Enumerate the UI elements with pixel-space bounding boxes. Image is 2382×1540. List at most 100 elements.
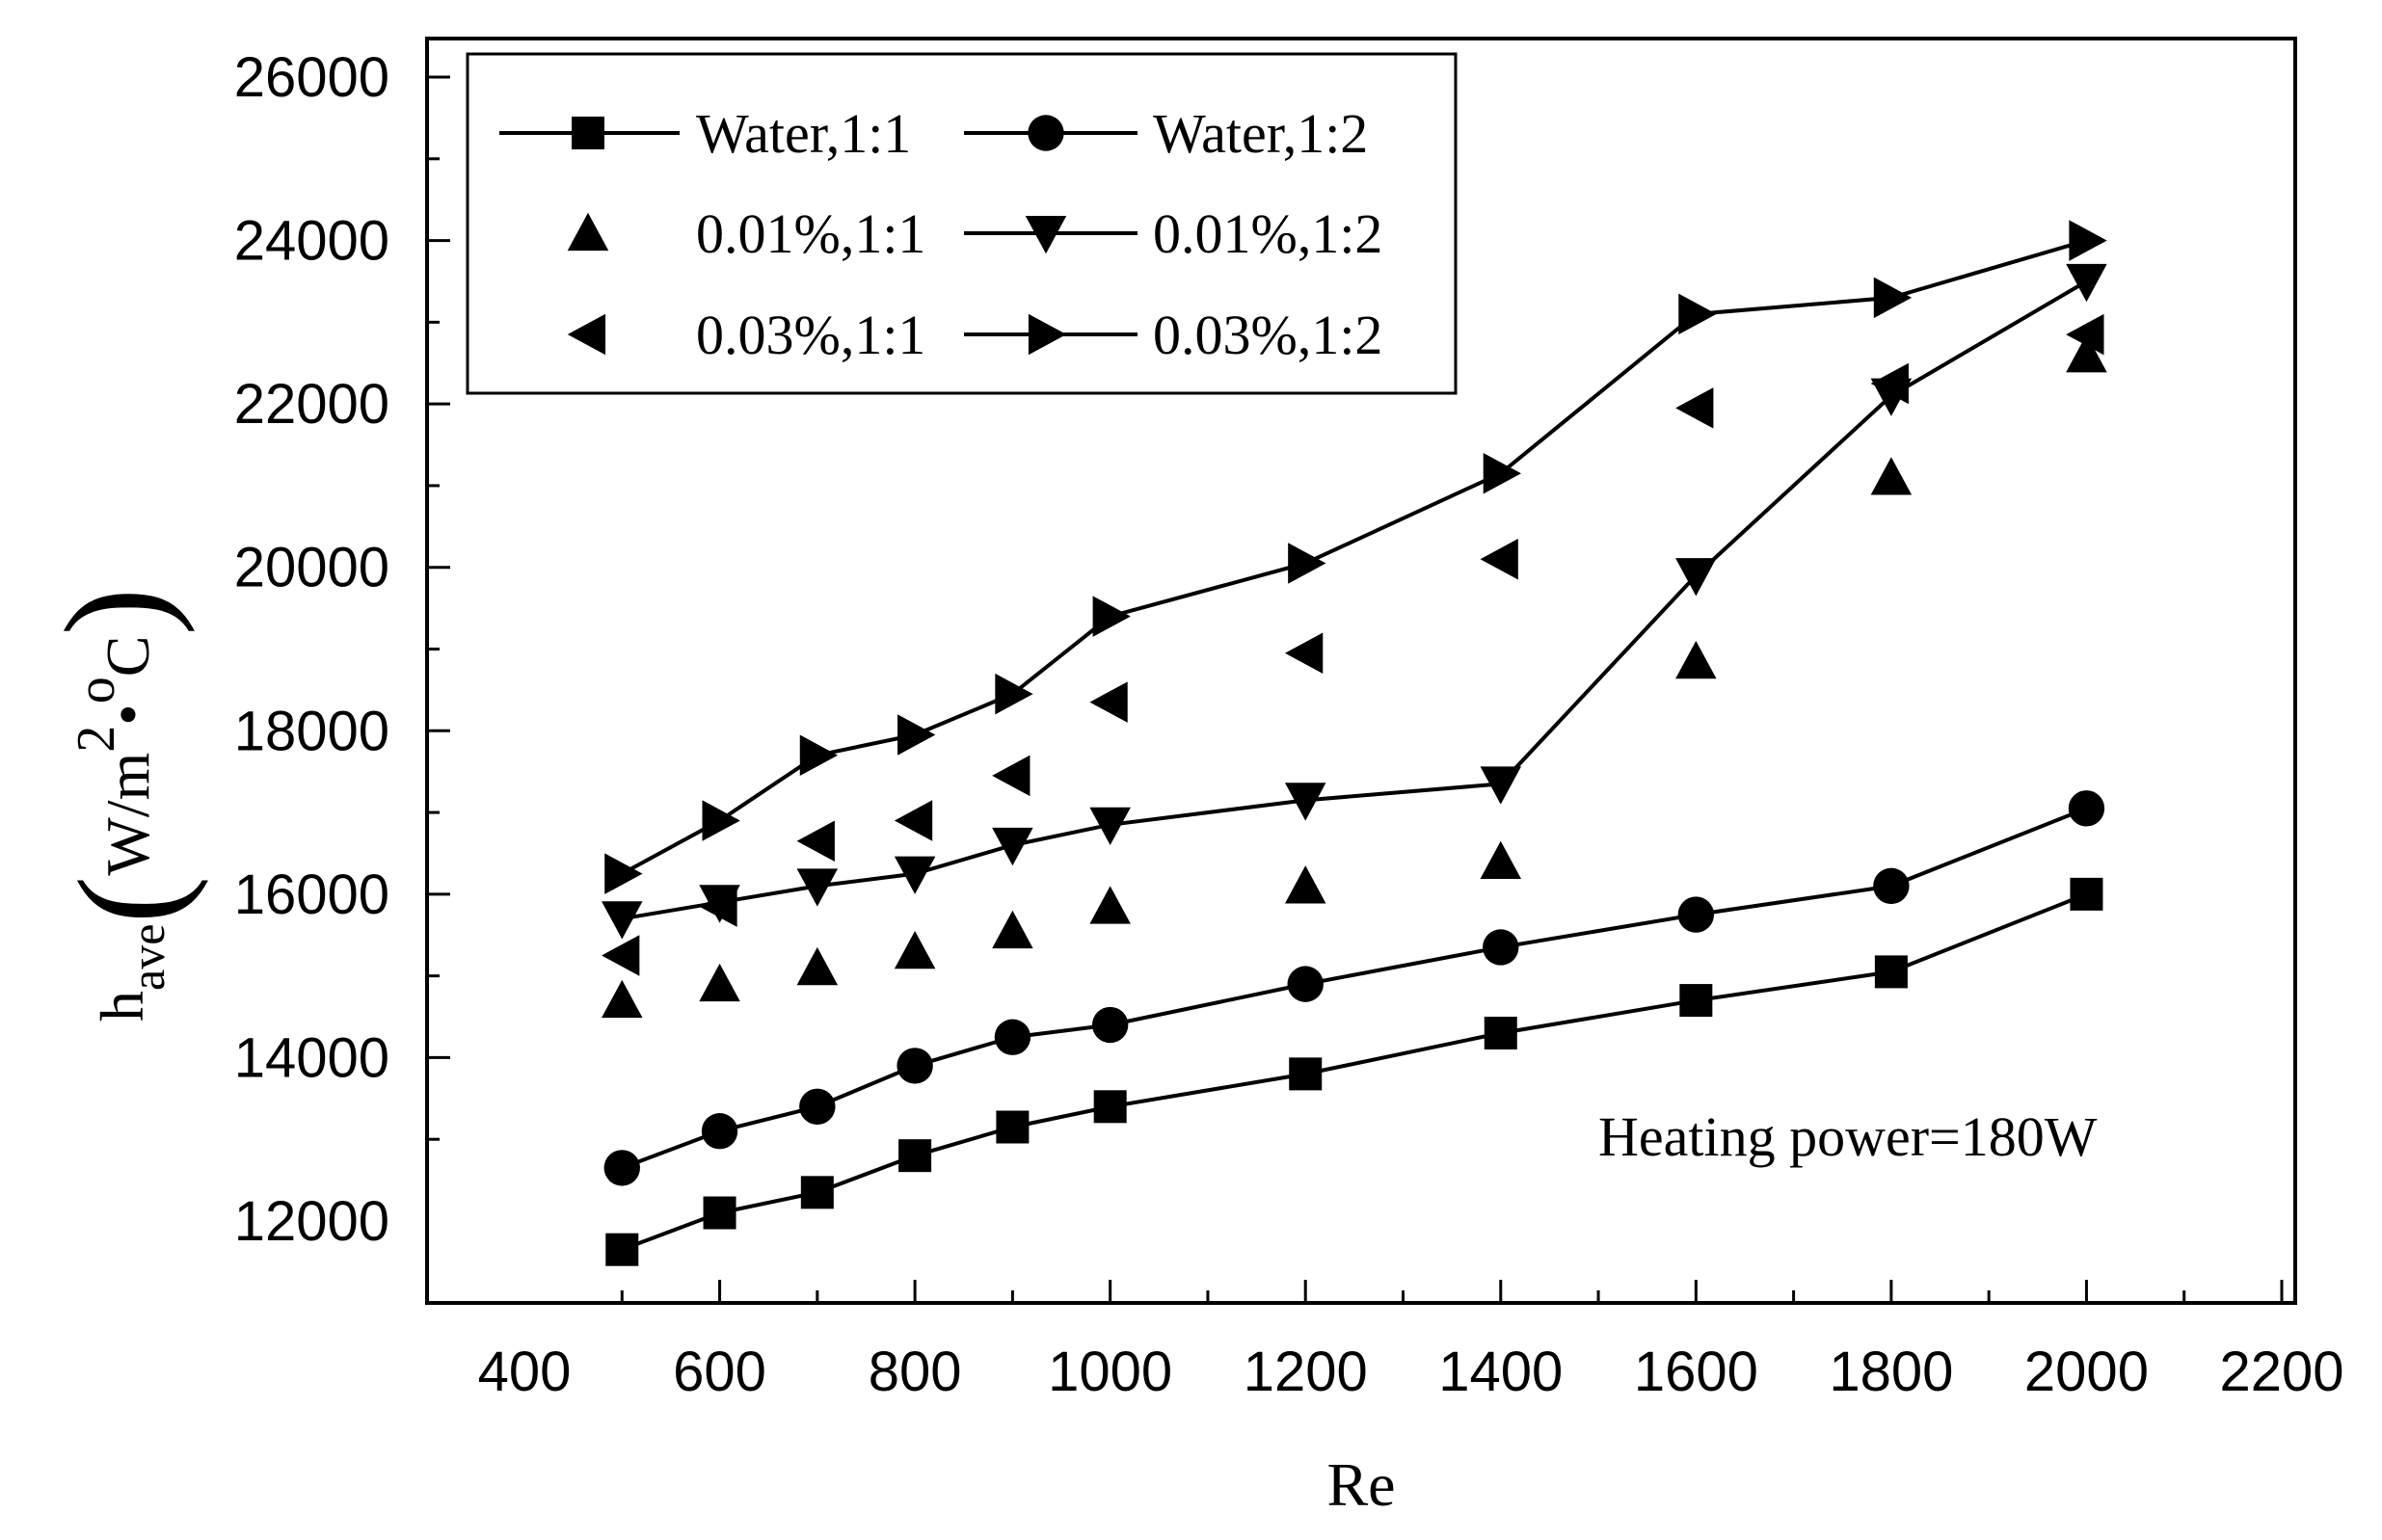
data-point <box>992 827 1033 866</box>
data-point <box>1483 452 1522 494</box>
tick-labels: 400 600 800 1000 1200 1400 1600 1800 2000 2200 120… <box>234 46 2344 1403</box>
data-point <box>1679 984 1713 1018</box>
data-point <box>602 901 643 940</box>
data-point <box>1480 840 1522 880</box>
data-point <box>1675 387 1714 429</box>
data-point <box>897 714 936 756</box>
series-0-01-1-1 <box>602 334 2107 1019</box>
svg-text:have(W/m2•oC): have(W/m2•oC) <box>36 588 209 1022</box>
axis-ticks <box>427 75 2284 1303</box>
legend-label-water-1-1: Water,1:1 <box>696 102 911 165</box>
legend-label-001-1-2: 0.01%,1:2 <box>1153 202 1382 265</box>
y-tick-label: 14000 <box>234 1026 389 1089</box>
data-point <box>699 963 740 1002</box>
data-point <box>1870 457 1913 495</box>
x-tick-label: 2200 <box>2219 1341 2343 1403</box>
data-point <box>604 853 643 894</box>
data-point <box>1483 929 1519 966</box>
legend-marker <box>1028 313 1067 356</box>
data-point <box>2066 263 2107 303</box>
y-tick-label: 20000 <box>234 537 389 599</box>
data-point <box>602 979 643 1019</box>
data-point <box>994 1019 1031 1055</box>
legend-label-003-1-1: 0.03%,1:1 <box>696 304 925 366</box>
data-point <box>1092 596 1131 637</box>
data-point <box>1675 640 1717 679</box>
data-point <box>603 1150 640 1186</box>
y-axis-title-main: h <box>88 991 156 1022</box>
data-point <box>800 1176 834 1209</box>
x-tick-label: 1400 <box>1438 1341 1563 1403</box>
x-tick-label: 800 <box>869 1341 962 1403</box>
data-point <box>1287 966 1324 1002</box>
data-point <box>799 1088 836 1126</box>
data-point <box>1284 783 1326 821</box>
data-point <box>602 935 640 976</box>
data-point <box>2069 220 2107 261</box>
legend-marker <box>1028 115 1064 151</box>
data-point <box>1089 807 1131 846</box>
data-point <box>1289 1057 1323 1091</box>
data-point <box>1284 865 1326 904</box>
data-point <box>1089 886 1131 924</box>
data-point <box>1873 277 1913 319</box>
x-tick-label: 1200 <box>1244 1341 1368 1403</box>
data-point <box>995 673 1033 715</box>
legend-marker <box>567 313 606 356</box>
x-tick-label: 2000 <box>2024 1341 2149 1403</box>
data-point <box>796 820 835 862</box>
series-line <box>621 891 2088 1252</box>
series-layer <box>602 220 2107 1266</box>
data-point <box>1288 543 1326 584</box>
y-axis-title-units: W/m <box>94 753 162 876</box>
data-point <box>992 910 1033 949</box>
data-point <box>894 856 936 894</box>
x-tick-label: 600 <box>673 1341 766 1403</box>
data-point <box>1870 362 1909 405</box>
y-tick-label: 24000 <box>234 210 389 273</box>
data-point <box>1089 681 1128 723</box>
data-point <box>2070 877 2103 911</box>
y-tick-label: 18000 <box>234 700 389 762</box>
x-tick-label: 1800 <box>1829 1341 1953 1403</box>
legend-label-001-1-1: 0.01%,1:1 <box>696 202 925 265</box>
data-point <box>701 1113 738 1150</box>
y-axis-title-units-sup: 2 <box>67 726 126 753</box>
y-axis-title-close-paren: ) <box>36 588 196 636</box>
data-point <box>1480 538 1518 580</box>
y-axis-title-sub: ave <box>120 924 174 991</box>
data-point <box>2066 334 2107 373</box>
data-point <box>703 1196 736 1230</box>
x-axis-title: Re <box>1326 1450 1395 1519</box>
data-point <box>1093 1090 1127 1124</box>
data-point <box>1874 955 1908 989</box>
y-tick-label: 26000 <box>234 46 389 109</box>
series-0-03-1-1 <box>602 313 2104 976</box>
legend-box <box>466 52 1458 395</box>
series-0-03-1-2 <box>604 220 2107 894</box>
legend-marker <box>1025 215 1067 254</box>
data-point <box>1675 558 1717 597</box>
series-water-1-2 <box>603 790 2105 1186</box>
legend-marker <box>567 212 609 252</box>
legend-items <box>499 115 1137 356</box>
data-point <box>1678 293 1717 335</box>
legend-label-003-1-2: 0.03%,1:2 <box>1153 304 1382 366</box>
data-point <box>702 800 740 841</box>
y-axis-title-open-paren: ( <box>49 876 209 924</box>
y-tick-label: 12000 <box>234 1190 389 1253</box>
data-point <box>1873 867 1910 905</box>
data-point <box>996 1110 1030 1144</box>
annotation-heating-power: Heating power=180W <box>1598 1105 2098 1168</box>
data-point <box>898 1139 932 1173</box>
data-point <box>2068 790 2105 827</box>
data-point <box>796 868 839 907</box>
y-axis-title-bullet: • <box>94 704 162 725</box>
data-point <box>894 800 933 841</box>
x-tick-label: 1000 <box>1048 1341 1172 1403</box>
x-tick-label: 400 <box>478 1341 572 1403</box>
data-point <box>2066 313 2104 356</box>
data-point <box>796 946 839 986</box>
data-point <box>897 1048 933 1084</box>
